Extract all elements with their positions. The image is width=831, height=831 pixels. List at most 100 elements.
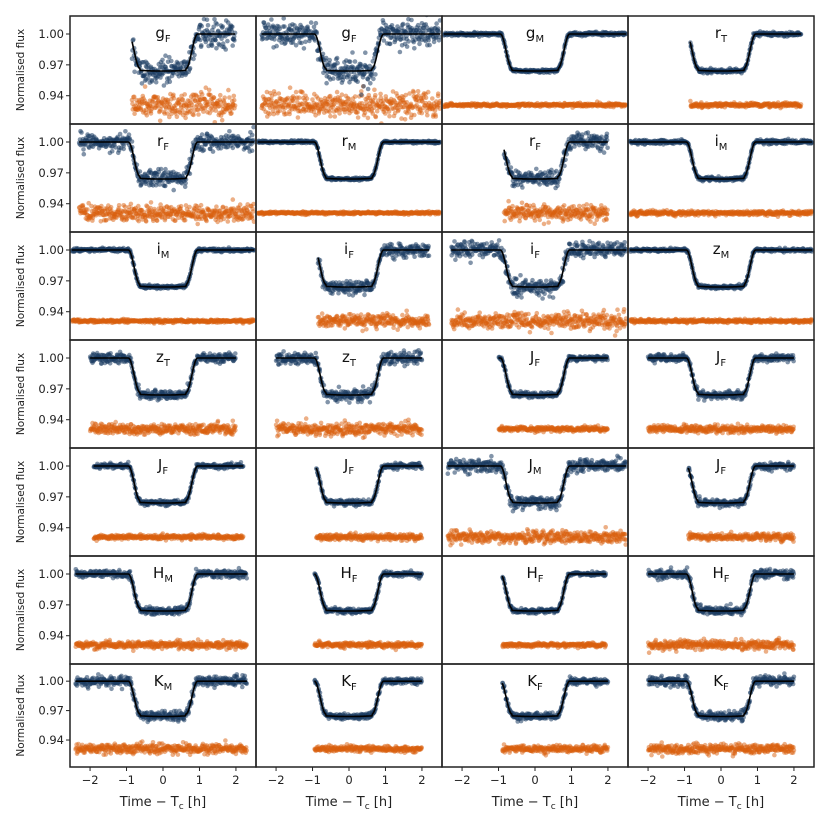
residual-point	[183, 203, 189, 208]
flux-point	[129, 139, 135, 144]
residual-point	[232, 103, 238, 108]
flux-point	[199, 132, 205, 137]
flux-point	[163, 183, 168, 189]
residual-point	[588, 219, 593, 224]
flux-point	[313, 20, 319, 26]
residual-point	[517, 215, 523, 220]
residual-point	[688, 98, 693, 104]
flux-point	[427, 42, 432, 48]
residual-point	[383, 111, 388, 116]
flux-point	[412, 46, 417, 51]
y-axis-label: Normalised flux	[15, 137, 27, 219]
residual-point	[390, 89, 396, 94]
flux-point	[209, 43, 215, 48]
panel-plot-area	[259, 16, 442, 124]
flux-point	[153, 79, 159, 85]
flux-point	[218, 146, 224, 151]
residual-point	[151, 218, 156, 224]
flux-point	[132, 69, 137, 75]
residual-point	[365, 115, 371, 121]
flux-point	[320, 51, 326, 57]
residual-point	[128, 201, 134, 207]
residual-point	[237, 202, 243, 207]
residual-point	[604, 211, 610, 217]
residual-point	[352, 94, 358, 99]
flux-point	[373, 72, 378, 77]
flux-point	[171, 187, 176, 193]
flux-point	[520, 185, 525, 190]
flux-point	[230, 43, 235, 48]
panel-r-M: rM	[255, 123, 443, 233]
panel-instrument: F	[165, 34, 171, 45]
flux-point	[211, 24, 216, 30]
residual-point	[435, 91, 441, 96]
flux-point	[249, 132, 255, 138]
residual-point	[171, 92, 176, 98]
flux-point	[145, 75, 151, 81]
residual-point	[136, 203, 141, 209]
panel-band: g	[155, 24, 165, 42]
residual-points	[442, 99, 628, 110]
panel-plot-area	[501, 130, 610, 227]
ytick-label: 1.00	[38, 27, 64, 41]
residual-point	[205, 99, 211, 105]
flux-point	[404, 44, 410, 49]
residual-point	[327, 109, 333, 115]
flux-point	[434, 21, 439, 26]
flux-point	[213, 37, 218, 43]
panel-instrument: F	[351, 34, 357, 45]
residual-point	[339, 92, 345, 97]
flux-point	[270, 29, 275, 34]
residual-point	[208, 92, 213, 98]
residual-point	[541, 221, 547, 227]
residual-point	[142, 84, 148, 89]
residual-point	[404, 100, 410, 105]
residual-point	[537, 217, 542, 223]
panel-label: rM	[342, 132, 357, 153]
residual-point	[304, 96, 310, 101]
residual-point	[171, 96, 177, 101]
residual-point	[222, 95, 227, 100]
flux-point	[293, 43, 299, 48]
residual-point	[419, 110, 425, 116]
flux-point	[204, 17, 210, 23]
flux-point	[281, 16, 287, 21]
flux-point	[397, 49, 403, 55]
residual-point	[89, 203, 94, 209]
residual-point	[226, 87, 231, 93]
residual-point	[276, 91, 282, 96]
flux-point	[290, 40, 296, 45]
residual-point	[251, 219, 256, 224]
residual-point	[188, 129, 193, 134]
flux-point	[139, 81, 145, 86]
flux-point	[131, 37, 136, 42]
flux-point	[368, 81, 373, 86]
flux-point	[212, 17, 217, 22]
residual-point	[158, 202, 163, 207]
residual-point	[584, 202, 589, 207]
flux-point	[354, 73, 359, 79]
residual-point	[148, 200, 154, 205]
flux-point	[431, 39, 437, 45]
residual-point	[328, 93, 333, 99]
flux-point	[272, 37, 277, 42]
residual-point	[154, 218, 160, 223]
ytick-label: 0.94	[38, 197, 64, 211]
residual-point	[433, 114, 439, 119]
flux-point	[230, 24, 235, 30]
residual-point	[546, 220, 551, 225]
flux-points	[76, 124, 256, 193]
residual-point	[399, 116, 404, 121]
flux-point	[158, 166, 164, 172]
residual-point	[373, 92, 378, 98]
residual-point	[415, 89, 421, 94]
residual-point	[191, 112, 196, 118]
flux-point	[437, 18, 442, 23]
residual-point	[527, 203, 533, 209]
residual-point	[425, 89, 431, 95]
residual-point	[296, 95, 302, 100]
residual-point	[178, 203, 184, 209]
flux-point	[192, 52, 197, 58]
residual-point	[229, 111, 234, 116]
